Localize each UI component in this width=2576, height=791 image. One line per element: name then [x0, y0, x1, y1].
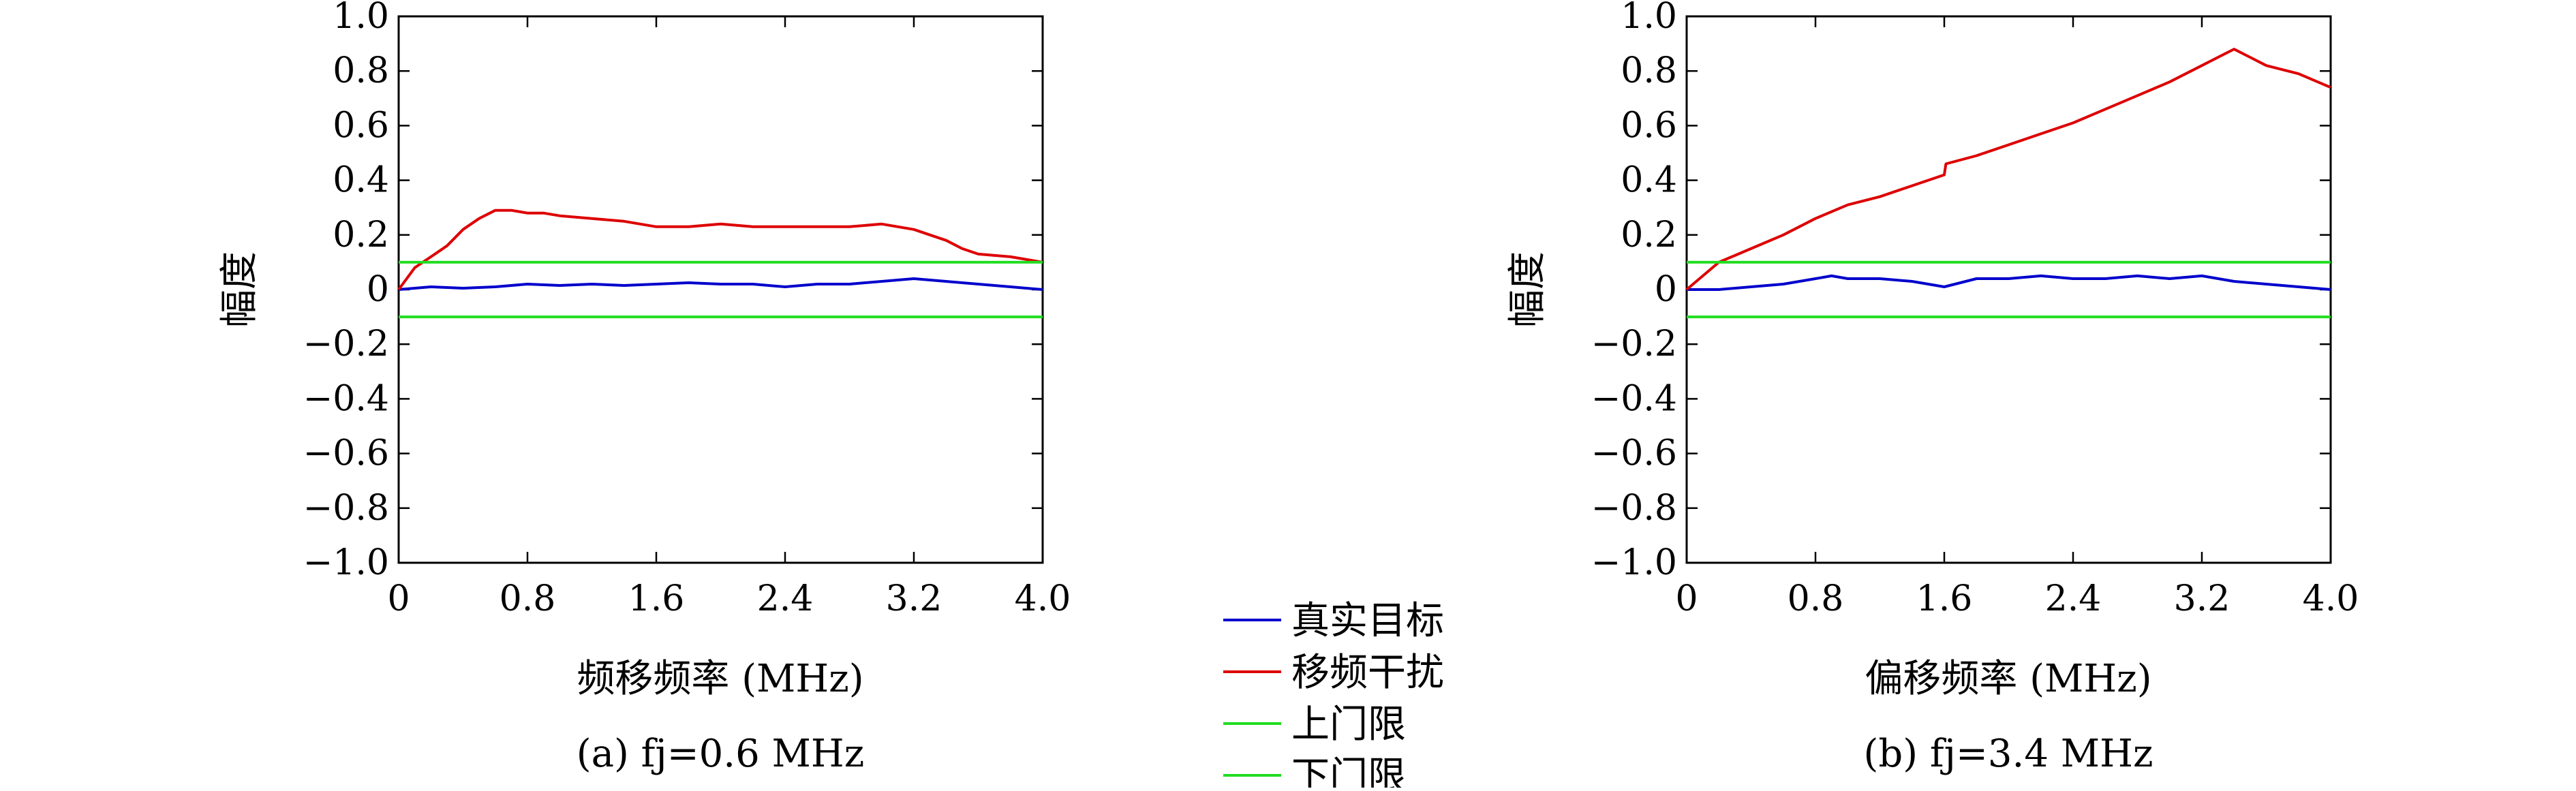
series-group — [1685, 48, 2331, 319]
y-tick-label: 0 — [1655, 269, 1677, 310]
panel-caption: (b) fj=3.4 MHz — [1864, 732, 2153, 776]
y-tick-label: 0.4 — [333, 160, 389, 201]
y-tick-label: 0.6 — [1621, 105, 1677, 146]
y-tick-label: 1.0 — [1621, 0, 1677, 37]
plot-area-frame — [397, 15, 1044, 564]
chart-panel-b: 1.0 0.8 0.6 0.4 0.2 0 −0.2 −0.4 −0.6 −0.8 −1.0 0 0.… — [1505, 0, 2359, 776]
y-tick-label: 0.8 — [1621, 50, 1677, 91]
y-tick-label: −0.2 — [303, 324, 389, 365]
series-group — [397, 208, 1043, 319]
x-tick-labels: 0 0.8 1.6 2.4 3.2 4.0 — [1675, 16, 2359, 619]
y-tick-labels: 1.0 0.8 0.6 0.4 0.2 0 −0.2 −0.4 −0.6 −0.8 −1.0 — [1591, 0, 2331, 583]
y-tick-label: −0.8 — [1591, 488, 1677, 529]
x-tick-labels: 0 0.8 1.6 2.4 3.2 4.0 — [387, 16, 1071, 619]
y-tick-label: −0.4 — [303, 378, 389, 419]
x-tick-label: 0.8 — [1788, 578, 1844, 619]
series-line — [1687, 274, 2331, 291]
y-tick-label: 0 — [367, 269, 389, 310]
x-axis-label: 偏移频率 (MHz) — [1865, 657, 2151, 701]
x-tick-label: 2.4 — [2045, 578, 2102, 619]
x-tick-label: 0 — [1675, 578, 1698, 619]
legend-label: 移频干扰 — [1291, 651, 1444, 695]
y-tick-label: −0.6 — [303, 433, 389, 474]
x-tick-label: 4.0 — [2303, 578, 2359, 619]
series-line — [398, 277, 1043, 291]
y-tick-label: 0.4 — [1621, 160, 1677, 201]
y-tick-label: −1.0 — [1591, 542, 1677, 583]
x-tick-label: 3.2 — [886, 578, 942, 619]
y-axis-label: 幅度 — [1505, 251, 1550, 328]
legend-label: 真实目标 — [1291, 599, 1444, 643]
x-tick-label: 1.6 — [628, 578, 685, 619]
y-tick-label: −0.6 — [1591, 433, 1677, 474]
y-tick-label: 1.0 — [333, 0, 389, 37]
legend-label: 下门限 — [1291, 754, 1406, 788]
x-tick-label: 0 — [387, 578, 410, 619]
y-tick-label: 0.2 — [1621, 215, 1677, 255]
y-tick-label: 0.8 — [333, 50, 389, 91]
y-tick-label: −0.2 — [1591, 324, 1677, 365]
y-axis-label: 幅度 — [217, 251, 262, 328]
y-tick-label: 0.2 — [333, 215, 389, 255]
series-line — [397, 208, 1043, 291]
y-tick-label: 0.6 — [333, 105, 389, 146]
x-tick-label: 1.6 — [1916, 578, 1973, 619]
y-tick-label: −0.4 — [1591, 378, 1677, 419]
chart-panel-a: 1.0 0.8 0.6 0.4 0.2 0 −0.2 −0.4 −0.6 −0.8 −1.0 0 0.… — [217, 0, 1071, 776]
plot-area-frame — [1685, 15, 2332, 564]
panel-caption: (a) fj=0.6 MHz — [577, 732, 864, 776]
series-line — [1685, 48, 2331, 291]
legend-label: 上门限 — [1291, 702, 1406, 747]
y-tick-label: −1.0 — [303, 542, 389, 583]
y-tick-labels: 1.0 0.8 0.6 0.4 0.2 0 −0.2 −0.4 −0.6 −0.8 −1.0 — [303, 0, 1043, 583]
x-tick-label: 0.8 — [500, 578, 556, 619]
x-axis-label: 频移频率 (MHz) — [577, 657, 863, 701]
x-tick-label: 4.0 — [1015, 578, 1071, 619]
x-tick-label: 3.2 — [2174, 578, 2230, 619]
y-tick-label: −0.8 — [303, 488, 389, 529]
x-tick-label: 2.4 — [757, 578, 814, 619]
